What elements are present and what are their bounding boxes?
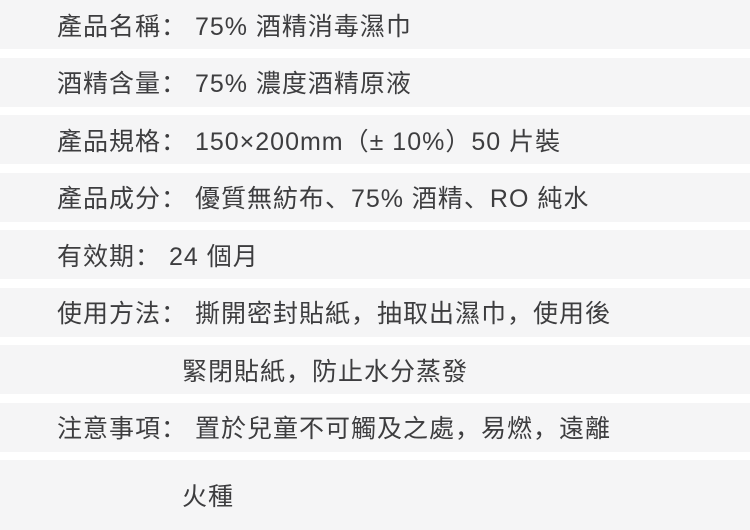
spec-line-text: 使用方法： 撕開密封貼紙，抽取出濕巾，使用後 [57, 300, 611, 328]
spec-line-text: 產品規格： 150×200mm（± 10%）50 片裝 [57, 127, 562, 156]
spec-line-warnings-line-2: 火種 [0, 460, 750, 530]
spec-line-shelf-life: 有效期： 24 個月 [0, 230, 750, 279]
spec-line-text: 酒精含量： 75% 濃度酒精原液 [57, 70, 412, 98]
spec-line-product-name: 產品名稱： 75% 酒精消毒濕巾 [0, 0, 750, 49]
spec-line-text: 產品名稱： 75% 酒精消毒濕巾 [57, 12, 412, 41]
spec-line-text: 產品成分： 優質無紡布、75% 酒精、RO 純水 [57, 185, 590, 213]
spec-line-warnings-line-1: 注意事項： 置於兒童不可觸及之處，易燃，遠離 [0, 402, 750, 452]
spec-line-product-spec: 產品規格： 150×200mm（± 10%）50 片裝 [0, 115, 750, 164]
spec-line-text: 注意事項： 置於兒童不可觸及之處，易燃，遠離 [57, 415, 611, 443]
spec-line-usage-line-1: 使用方法： 撕開密封貼紙，抽取出濕巾，使用後 [0, 287, 750, 337]
spec-line-usage-line-2: 緊閉貼紙，防止水分蒸發 [0, 345, 750, 394]
spec-line-alcohol-content: 酒精含量： 75% 濃度酒精原液 [0, 57, 750, 107]
spec-line-text: 有效期： 24 個月 [57, 242, 259, 271]
spec-line-ingredients: 產品成分： 優質無紡布、75% 酒精、RO 純水 [0, 172, 750, 222]
spec-line-text: 緊閉貼紙，防止水分蒸發 [182, 357, 469, 386]
spec-line-text: 火種 [182, 483, 235, 511]
